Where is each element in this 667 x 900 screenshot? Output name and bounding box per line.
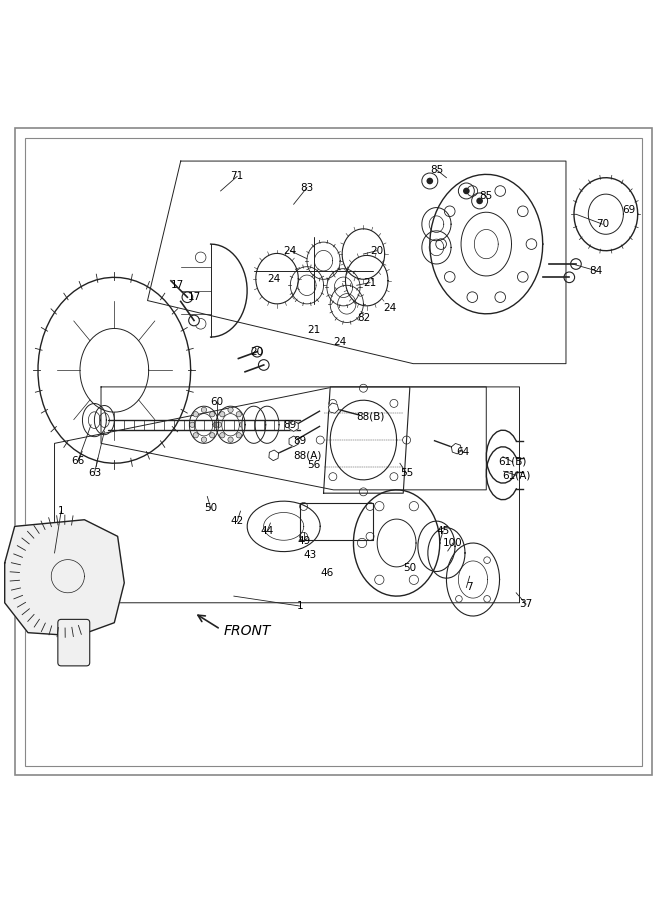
Circle shape <box>193 411 198 417</box>
Text: 43: 43 <box>303 550 317 560</box>
Text: 1: 1 <box>58 506 65 516</box>
Text: 17: 17 <box>187 292 201 302</box>
Text: 24: 24 <box>384 303 397 313</box>
Circle shape <box>216 422 221 427</box>
Text: 17: 17 <box>171 280 184 291</box>
Text: 60: 60 <box>211 397 224 407</box>
Text: 85: 85 <box>430 165 443 175</box>
Text: 66: 66 <box>71 456 85 466</box>
Text: 1: 1 <box>297 601 303 611</box>
Text: 24: 24 <box>267 274 280 284</box>
Text: 50: 50 <box>204 503 217 513</box>
Text: 64: 64 <box>456 447 470 457</box>
Circle shape <box>201 407 207 412</box>
Text: 89: 89 <box>283 419 297 430</box>
Circle shape <box>476 198 483 204</box>
Polygon shape <box>328 403 339 413</box>
Text: 61(B): 61(B) <box>499 457 527 467</box>
Text: 21: 21 <box>364 277 377 288</box>
Circle shape <box>209 433 215 438</box>
Text: FRONT: FRONT <box>223 624 271 638</box>
Text: 88(A): 88(A) <box>293 450 322 460</box>
Text: 55: 55 <box>400 468 413 478</box>
Circle shape <box>228 407 233 412</box>
Text: 56: 56 <box>307 460 320 470</box>
Polygon shape <box>269 450 279 461</box>
Polygon shape <box>289 436 298 446</box>
Text: 84: 84 <box>589 266 602 275</box>
Polygon shape <box>255 406 279 444</box>
Text: 69: 69 <box>622 204 636 214</box>
Circle shape <box>426 177 433 184</box>
Text: 50: 50 <box>404 563 416 573</box>
Polygon shape <box>418 521 455 572</box>
Circle shape <box>228 437 233 442</box>
Text: 85: 85 <box>480 192 493 202</box>
Text: 70: 70 <box>596 220 609 230</box>
Text: 71: 71 <box>231 171 244 181</box>
Circle shape <box>189 315 199 326</box>
Circle shape <box>189 422 195 427</box>
Circle shape <box>201 437 207 442</box>
Text: 61(A): 61(A) <box>502 470 530 481</box>
Circle shape <box>209 411 215 417</box>
Text: 63: 63 <box>88 468 101 478</box>
Text: 24: 24 <box>283 246 297 256</box>
Circle shape <box>463 187 470 194</box>
Text: 20: 20 <box>251 346 263 356</box>
Text: 45: 45 <box>436 526 450 536</box>
Text: 49: 49 <box>297 536 310 546</box>
Circle shape <box>219 411 225 417</box>
Text: 21: 21 <box>307 326 320 336</box>
Text: 100: 100 <box>444 538 463 548</box>
Circle shape <box>239 422 245 427</box>
Circle shape <box>571 258 581 269</box>
Text: 44: 44 <box>260 526 273 536</box>
Text: 89: 89 <box>293 436 307 446</box>
Text: 42: 42 <box>231 516 244 526</box>
Circle shape <box>252 346 262 357</box>
Circle shape <box>182 292 193 302</box>
Circle shape <box>236 433 241 438</box>
Circle shape <box>258 360 269 370</box>
Text: 24: 24 <box>334 338 347 347</box>
Text: 82: 82 <box>357 313 370 323</box>
Text: 46: 46 <box>320 568 334 578</box>
Polygon shape <box>428 527 465 578</box>
Text: 88(B): 88(B) <box>356 412 384 422</box>
Circle shape <box>564 272 574 283</box>
Polygon shape <box>289 421 298 431</box>
Text: 7: 7 <box>466 582 473 592</box>
Text: 83: 83 <box>300 183 313 193</box>
Polygon shape <box>452 444 462 454</box>
Circle shape <box>213 422 218 427</box>
Polygon shape <box>323 387 410 493</box>
Text: 37: 37 <box>520 599 533 609</box>
Text: 20: 20 <box>370 246 384 256</box>
Polygon shape <box>247 501 320 552</box>
FancyBboxPatch shape <box>58 619 90 666</box>
Circle shape <box>236 411 241 417</box>
Circle shape <box>193 433 198 438</box>
Polygon shape <box>242 406 265 444</box>
Circle shape <box>219 433 225 438</box>
Polygon shape <box>5 519 124 636</box>
